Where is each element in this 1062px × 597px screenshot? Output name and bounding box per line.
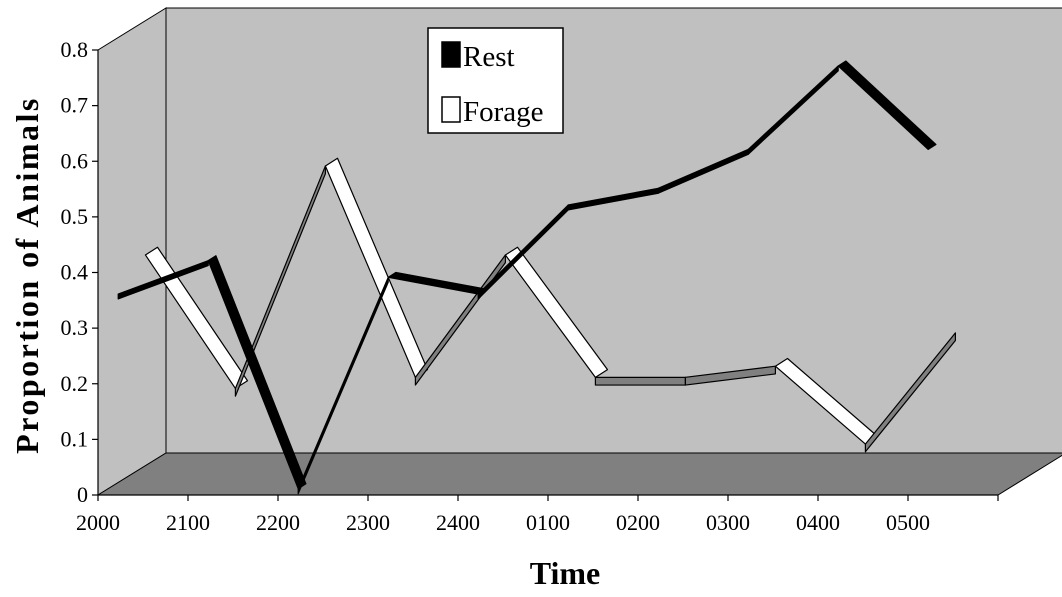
y-axis-title: Proportion of Animals: [9, 96, 45, 454]
ribbon-segment-forage: [234, 165, 326, 397]
y-tick-label: 0.7: [61, 93, 89, 118]
y-tick-label: 0.8: [61, 37, 89, 62]
ribbon-segment-forage: [684, 365, 777, 386]
ribbon-segment-forage: [864, 332, 957, 453]
x-tick-label: 2200: [256, 510, 300, 535]
x-tick-label: 0300: [706, 510, 750, 535]
y-tick-label: 0.6: [61, 148, 89, 173]
x-tick-label: 2100: [166, 510, 210, 535]
legend-swatch-rest: [441, 41, 461, 68]
ribbon-segment-forage: [504, 246, 609, 378]
chart-walls: [96, 7, 1062, 496]
ribbon-segment-rest: [297, 276, 389, 495]
x-tick-label: 0500: [886, 510, 930, 535]
ribbon-segment-forage: [144, 246, 249, 390]
legend-label-rest: Rest: [463, 41, 515, 73]
ribbon-segment-rest: [207, 255, 307, 490]
ribbon-segment-forage: [324, 157, 429, 378]
legend: Rest Forage: [427, 27, 564, 134]
x-tick-label: 2000: [76, 510, 120, 535]
y-tick-label: 0.1: [61, 426, 89, 451]
floor: [96, 452, 1062, 496]
series-forage: [144, 157, 957, 453]
y-tick-label: 0: [77, 482, 88, 507]
ribbon-segment-forage: [414, 254, 506, 386]
y-axis: 0 0.1 0.2 0.3 0.4 0.5 0.6 0.7 0.8: [61, 37, 99, 507]
ribbon-segment-rest: [747, 65, 839, 155]
y-tick-label: 0.3: [61, 315, 89, 340]
x-tick-label: 2400: [436, 510, 480, 535]
x-tick-label: 2300: [346, 510, 390, 535]
series-rest: [117, 60, 937, 495]
ribbon-segment-rest: [837, 60, 937, 150]
x-tick-label: 0400: [796, 510, 840, 535]
y-tick-label: 0.2: [61, 371, 89, 396]
x-axis: 2000 2100 2200 2300 2400 0100 0200 0300 0400 0500: [76, 494, 999, 535]
x-tick-label: 0200: [616, 510, 660, 535]
x-axis-title: Time: [530, 555, 601, 591]
x-tick-label: 0100: [526, 510, 570, 535]
y-tick-label: 0.4: [61, 260, 89, 285]
legend-swatch-forage: [441, 96, 461, 123]
legend-label-forage: Forage: [463, 96, 544, 128]
back-wall: [165, 7, 1062, 454]
ribbon-segment-forage: [594, 376, 687, 386]
ribbon-segment-rest: [117, 260, 209, 300]
y-tick-label: 0.5: [61, 204, 89, 229]
